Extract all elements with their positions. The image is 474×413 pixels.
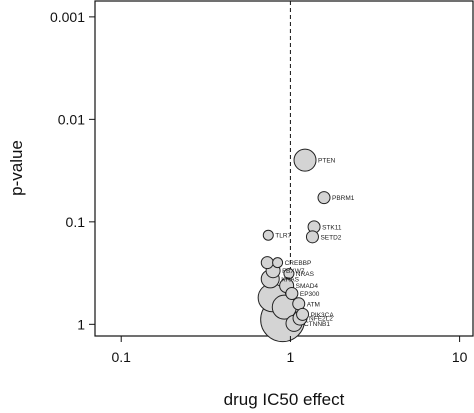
data-point	[293, 148, 317, 172]
point-labels-layer: PTEN PBRM1 STK11 SETD2 TLR7 CREBBPFBXW7NRASKR…	[275, 158, 355, 328]
point-label: PIK3CA	[311, 312, 335, 319]
x-tick-label: 1	[287, 349, 295, 365]
point-label: SETD2	[320, 234, 341, 241]
data-point	[317, 191, 331, 205]
points-layer	[257, 148, 331, 343]
data-point	[272, 257, 284, 269]
point-label: NFE2L2	[309, 316, 333, 323]
x-axis: 0.1 1 10	[111, 336, 468, 365]
point-label: STK11	[322, 224, 342, 231]
data-point	[285, 286, 299, 300]
point-label: PTEN	[318, 158, 336, 165]
y-tick-label: 1	[77, 316, 85, 332]
point-label: KRAS	[281, 276, 299, 283]
data-point	[283, 268, 295, 280]
point-label: SMAD4	[296, 283, 319, 290]
point-label: PBRM1	[332, 195, 355, 202]
data-point	[296, 307, 310, 321]
y-tick-label: 0.01	[58, 111, 85, 127]
point-label: NRAS	[296, 271, 315, 278]
y-tick-label: 0.001	[50, 9, 85, 25]
data-point	[260, 256, 274, 270]
y-tick-label: 0.1	[66, 214, 86, 230]
x-tick-label: 0.1	[111, 349, 131, 365]
y-axis: 0.001 0.01 0.1 1	[50, 9, 95, 332]
point-label: CREBBP	[285, 260, 312, 267]
data-point	[262, 229, 274, 241]
point-label: ATM	[307, 301, 320, 308]
x-axis-title: drug IC50 effect	[224, 390, 345, 409]
point-label: TLR7	[275, 233, 291, 240]
point-label: CTNNB1	[304, 321, 330, 328]
data-point	[305, 230, 319, 244]
x-tick-label: 10	[452, 349, 468, 365]
point-label: FBXW7	[282, 268, 305, 275]
point-label: EP300	[300, 291, 320, 298]
y-axis-title: p-value	[7, 140, 26, 196]
